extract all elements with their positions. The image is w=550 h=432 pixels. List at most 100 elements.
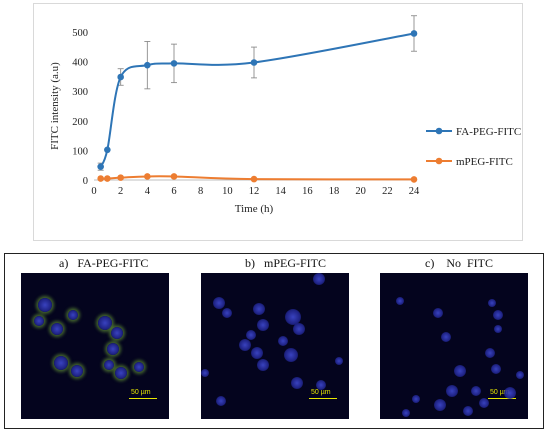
y-tick-label: 200 — [72, 117, 88, 128]
cell-nucleus — [485, 348, 495, 358]
cell-nucleus — [134, 362, 144, 372]
legend-marker — [435, 127, 443, 135]
cell-nucleus — [54, 356, 68, 370]
micrograph-c-image: 50 µm — [380, 273, 528, 419]
cell-nucleus — [313, 273, 325, 285]
x-tick-label: 18 — [329, 186, 340, 197]
cell-nucleus — [516, 371, 524, 379]
cell-nucleus — [479, 398, 489, 408]
x-tick-label: 6 — [171, 186, 176, 197]
data-point — [170, 173, 178, 180]
data-point — [117, 174, 124, 181]
x-tick-label: 22 — [382, 186, 393, 197]
cell-nucleus — [402, 409, 410, 417]
x-tick-label: 14 — [275, 186, 286, 197]
cell-nucleus — [434, 399, 446, 411]
cell-nucleus — [488, 299, 496, 307]
y-tick-label: 500 — [72, 28, 88, 39]
cell-nucleus — [115, 367, 127, 379]
micrograph-a-image: 50 µm — [21, 273, 169, 419]
cell-nucleus — [201, 369, 209, 377]
cell-nucleus — [441, 332, 451, 342]
chart-panel: 0 2 4 6 8 10 12 14 16 18 20 22 24 0 100 200 300 400 500 Tim… — [33, 3, 523, 241]
scale-bar — [129, 398, 157, 399]
data-point — [97, 175, 104, 182]
micrograph-a-label: a) FA-PEG-FITC — [59, 256, 149, 270]
cell-nucleus — [493, 310, 503, 320]
data-point — [250, 59, 258, 66]
cell-nucleus — [34, 316, 44, 326]
data-point — [104, 175, 111, 182]
cell-nucleus — [504, 387, 516, 399]
cell-nucleus — [491, 364, 501, 374]
cell-nucleus — [494, 325, 502, 333]
x-tick-label: 10 — [222, 186, 233, 197]
data-point — [97, 163, 104, 170]
cell-nucleus — [251, 347, 263, 359]
cell-nucleus — [471, 386, 481, 396]
scale-label: 50 µm — [311, 389, 331, 396]
legend-label: FA-PEG-FITC — [456, 126, 521, 138]
cell-nucleus — [68, 310, 78, 320]
micrograph-b-label: b) mPEG-FITC — [245, 256, 326, 270]
cell-nucleus — [257, 359, 269, 371]
cell-nucleus — [104, 360, 114, 370]
data-point — [250, 175, 258, 183]
y-tick-label: 100 — [72, 146, 88, 157]
cell-nucleus — [213, 297, 225, 309]
cell-nucleus — [51, 323, 63, 335]
cell-nucleus — [335, 357, 343, 365]
cell-nucleus — [246, 330, 256, 340]
line-chart: 0 2 4 6 8 10 12 14 16 18 20 22 240100200300400500Tim… — [49, 15, 521, 215]
x-tick-label: 4 — [145, 186, 151, 197]
cell-nucleus — [433, 308, 443, 318]
micrograph-c-label: c) No FITC — [425, 256, 493, 270]
cell-nucleus — [463, 406, 473, 416]
x-tick-label: 0 — [91, 186, 96, 197]
x-tick-label: 8 — [198, 186, 203, 197]
cell-nucleus — [98, 316, 112, 330]
x-tick-label: 2 — [118, 186, 123, 197]
cell-nucleus — [278, 336, 288, 346]
scale-label: 50 µm — [490, 389, 510, 396]
legend-label: mPEG-FITC — [456, 156, 513, 168]
data-point — [410, 30, 418, 37]
data-point — [410, 176, 418, 183]
y-tick-label: 400 — [72, 58, 88, 69]
data-point — [117, 73, 124, 81]
cell-nucleus — [239, 339, 251, 351]
cell-nucleus — [285, 309, 301, 325]
y-axis-label: FITC intensity (a.u) — [49, 62, 61, 150]
cell-nucleus — [412, 395, 420, 403]
cell-nucleus — [257, 319, 269, 331]
cell-nucleus — [293, 323, 305, 335]
x-axis-label: Time (h) — [235, 203, 274, 215]
cell-nucleus — [71, 365, 83, 377]
data-point — [170, 60, 178, 67]
data-point — [144, 61, 151, 69]
y-tick-label: 0 — [83, 176, 88, 187]
cell-nucleus — [446, 385, 458, 397]
micrograph-panel: a) FA-PEG-FITC b) mPEG-FITC c) No FITC 5… — [4, 253, 544, 429]
data-point — [144, 173, 151, 180]
y-tick-label: 300 — [72, 87, 88, 98]
cell-nucleus — [216, 396, 226, 406]
cell-nucleus — [454, 365, 466, 377]
x-tick-label: 12 — [249, 186, 260, 197]
cell-nucleus — [284, 348, 298, 362]
cell-nucleus — [316, 380, 326, 390]
legend-marker — [435, 157, 443, 165]
cell-nucleus — [38, 298, 52, 312]
scale-bar — [309, 398, 337, 399]
x-tick-label: 20 — [355, 186, 366, 197]
micrograph-b-image: 50 µm — [201, 273, 349, 419]
x-tick-label: 24 — [409, 186, 420, 197]
scale-label: 50 µm — [131, 389, 151, 396]
cell-nucleus — [107, 343, 119, 355]
scale-bar — [488, 398, 516, 399]
cell-nucleus — [111, 327, 123, 339]
cell-nucleus — [396, 297, 404, 305]
cell-nucleus — [253, 303, 265, 315]
cell-nucleus — [291, 377, 303, 389]
x-tick-label: 16 — [302, 186, 313, 197]
